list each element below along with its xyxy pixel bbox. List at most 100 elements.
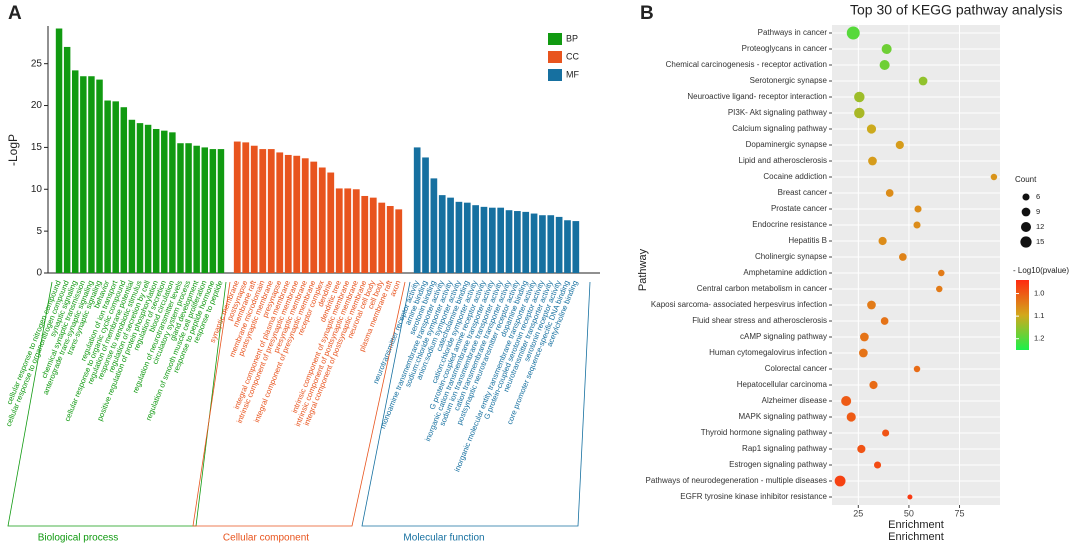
dot <box>990 173 998 181</box>
bar <box>284 154 292 273</box>
bar <box>318 167 326 273</box>
legend-swatch <box>548 51 562 63</box>
legend-title: Count <box>1015 175 1037 184</box>
y-tick-label: Estrogen signaling pathway <box>729 460 827 469</box>
y-tick-label: Pathways of neurodegeneration - multiple… <box>646 476 827 485</box>
bar <box>564 220 571 273</box>
colorbar-label: 1.2 <box>1034 334 1044 343</box>
y-tick-label: Central carbon metabolism in cancer <box>697 284 828 293</box>
legend-title: - Log10(pvalue) <box>1013 266 1069 275</box>
bar <box>369 197 377 273</box>
y-tick-label: Pathways in cancer <box>758 28 828 37</box>
bar <box>547 215 555 273</box>
bar <box>438 195 446 273</box>
y-tick-label: 20 <box>31 100 43 111</box>
bar <box>136 123 144 273</box>
panel-label: B <box>640 3 654 24</box>
group-bracket <box>192 281 406 527</box>
bar <box>480 206 488 273</box>
bar <box>233 141 241 273</box>
bar <box>447 197 454 273</box>
bar <box>209 149 217 273</box>
bar <box>344 188 352 273</box>
dot <box>859 348 868 358</box>
y-tick-label: Calcium signaling pathway <box>732 124 827 133</box>
y-tick-label: Cholinergic synapse <box>755 252 828 261</box>
bar <box>430 178 438 273</box>
y-tick-label: 25 <box>31 58 43 69</box>
bar <box>193 145 200 273</box>
bar <box>413 147 421 273</box>
legend-dot <box>1020 221 1032 233</box>
y-tick-label: Breast cancer <box>778 188 828 197</box>
bar <box>72 70 79 273</box>
dot <box>867 300 876 310</box>
y-tick-label: Serotonergic synapse <box>750 76 828 85</box>
y-tick-label: Thyroid hormone signaling pathway <box>701 428 827 437</box>
bar <box>169 132 176 273</box>
bar <box>497 207 505 273</box>
chart-title: Top 30 of KEGG pathway analysis <box>850 2 1062 18</box>
bar <box>120 107 128 273</box>
dot <box>854 107 865 119</box>
dot <box>879 59 890 71</box>
legend-swatch <box>548 69 562 81</box>
bar <box>259 149 267 273</box>
bar <box>128 119 136 273</box>
bar <box>250 145 258 273</box>
y-tick-label: PI3K- Akt signaling pathway <box>728 108 827 117</box>
legend-label: MF <box>566 69 579 79</box>
bar <box>378 202 386 273</box>
x-axis-label: Enrichment <box>888 531 944 543</box>
legend-dot <box>1020 236 1032 248</box>
bar <box>310 161 318 273</box>
y-tick-label: Colorectal cancer <box>765 364 828 373</box>
y-tick-label: Amphetamine addiction <box>743 268 827 277</box>
x-tick-label: 50 <box>904 508 914 518</box>
y-tick-label: Lipid and atherosclerosis <box>739 156 828 165</box>
bar <box>242 142 250 273</box>
bar <box>276 152 284 273</box>
dot <box>866 124 877 134</box>
bar <box>293 155 301 273</box>
colorbar <box>1016 280 1029 350</box>
dot <box>938 269 945 277</box>
dot <box>860 332 869 342</box>
y-axis-label: Pathway <box>637 248 649 291</box>
dot <box>834 475 846 487</box>
bar <box>217 149 225 273</box>
y-tick-label: Kaposi sarcoma- associated herpesvirus i… <box>651 300 827 309</box>
bar <box>335 188 343 273</box>
y-tick-label: Rap1 signaling pathway <box>742 444 827 453</box>
bar <box>201 147 208 273</box>
dot <box>869 380 878 390</box>
y-axis-label: -LogP <box>6 134 20 166</box>
dot <box>857 444 866 454</box>
legend-label: 15 <box>1036 237 1044 246</box>
bar <box>301 158 309 273</box>
y-tick-label: Alzheimer disease <box>762 396 828 405</box>
y-tick-label: Chemical carcinogenesis - receptor activ… <box>666 60 827 69</box>
y-tick-label: Hepatocellular carcinoma <box>737 380 828 389</box>
bar <box>88 76 95 273</box>
bar <box>505 210 513 273</box>
group-label: Molecular function <box>403 533 484 544</box>
y-tick-label: Endocrine resistance <box>752 220 827 229</box>
y-tick-label: Cocaine addiction <box>763 172 827 181</box>
y-tick-label: EGFR tyrosine kinase inhibitor resistanc… <box>680 492 827 501</box>
legend-label: BP <box>566 33 578 43</box>
group-label: Cellular component <box>223 533 309 544</box>
bar <box>327 172 335 273</box>
bar <box>267 149 275 273</box>
legend-dot <box>1022 193 1030 201</box>
bar <box>463 202 471 273</box>
y-tick-label: 5 <box>36 226 42 237</box>
bar <box>530 213 538 273</box>
bar <box>185 143 192 273</box>
dot <box>846 26 860 40</box>
bar <box>152 128 160 273</box>
y-tick-label: Prostate cancer <box>771 204 827 213</box>
bar <box>352 189 360 273</box>
bar <box>555 216 563 273</box>
